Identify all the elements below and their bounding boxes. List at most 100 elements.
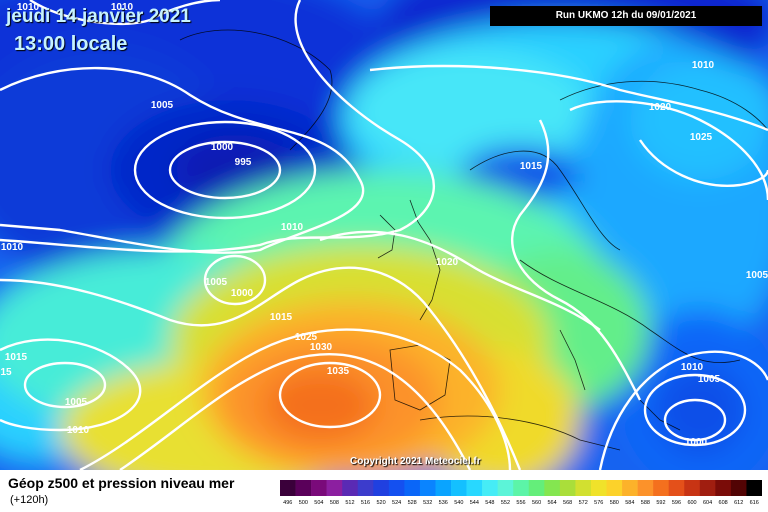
color-scale-tick: 564 [548,500,557,506]
color-scale-tick: 604 [703,500,712,506]
color-scale-tick: 528 [408,500,417,506]
color-swatch [715,480,732,496]
color-swatch [388,480,405,496]
color-swatch [637,480,654,496]
isobar-label: 995 [235,157,252,168]
color-scale-tick: 500 [299,500,308,506]
isobar-label: 1015 [5,352,28,363]
isobar-1030 [119,352,472,470]
color-scale-tick: 568 [563,500,572,506]
isobar-1010-north [29,0,221,26]
isobar-1010 [0,0,436,253]
color-scale-tick: 612 [734,500,743,506]
isobar-label: 1005 [151,100,174,111]
color-scale-tick: 548 [485,500,494,506]
color-swatch [419,480,436,496]
isobar-1020 [319,230,601,331]
color-swatch [295,480,312,496]
isobar-1000 [133,120,317,220]
color-swatch [280,480,296,496]
isobar-label: 1015 [520,161,543,172]
color-scale-tick: 504 [314,500,323,506]
color-swatch [326,480,343,496]
color-scale-tick: 576 [594,500,603,506]
color-scale-tick: 560 [532,500,541,506]
color-scale-tick: 544 [470,500,479,506]
run-info: Run UKMO 12h du 09/01/2021 [490,6,762,26]
isobar-1015 [510,119,642,401]
color-scale-tick: 616 [750,500,759,506]
color-scale-tick: 524 [392,500,401,506]
color-swatch [466,480,483,496]
isobar-label: 15 [0,367,12,378]
color-swatch [373,480,390,496]
isobar-label: 1010 [1,242,24,253]
map-date: jeudi 14 janvier 2021 [6,6,191,27]
color-scale-tick: 516 [361,500,370,506]
color-swatch [482,480,498,496]
isobar-1000-small [203,254,267,306]
isobar-1005-e [643,373,747,447]
legend-subtitle: (+120h) [10,494,49,506]
color-scale-tick: 588 [641,500,650,506]
color-scale-tick: 508 [330,500,339,506]
color-swatch [544,480,561,496]
color-swatch [497,480,514,496]
color-scale-tick: 572 [579,500,588,506]
geopotential-field [0,0,768,470]
isobar-1010-e [598,350,768,470]
color-scale: 496 500 504 508 512 516 520 524 528 532 536 540 544 5… [280,480,762,506]
color-swatch [699,480,716,496]
color-swatch [528,480,545,496]
color-scale-tick: 584 [625,500,634,506]
isobar-label: 1025 [690,132,713,143]
isobar-label: 1020 [436,257,459,268]
isobar-label: 1005 [205,277,228,288]
isobar-label: 1030 [310,342,333,353]
color-swatch [357,480,374,496]
isobar-label: 1010 [17,2,40,13]
color-swatch [653,480,670,496]
color-swatch [513,480,530,496]
isobars [0,0,768,470]
isobar-label: 1010 [692,60,715,71]
color-swatch [684,480,701,496]
isobar-label: 1005 [65,397,88,408]
color-swatch [311,480,327,496]
color-scale-tick: 600 [687,500,696,506]
isobar-label: 1000 [211,142,234,153]
color-scale-tick: 592 [656,500,665,506]
color-scale-tick: 512 [345,500,354,506]
copyright: Copyright 2021 Meteociel.fr [350,456,481,467]
isobar-1020-n [569,100,768,201]
isobar-1035 [278,361,382,429]
color-swatch [668,480,685,496]
color-scale-tick: 520 [376,500,385,506]
color-scale-tick: 596 [672,500,681,506]
isobar-1025-south [79,328,512,470]
color-scale-tick: 496 [283,500,292,506]
legend-title: Géop z500 et pression niveau mer [8,475,235,491]
color-scale-tick: 552 [501,500,510,506]
color-swatch [342,480,359,496]
color-swatch [575,480,592,496]
color-swatch [622,480,638,496]
color-swatch [451,480,467,496]
color-scale-tick: 580 [610,500,619,506]
color-scale-tick: 556 [516,500,525,506]
color-swatch [606,480,623,496]
color-scale-tick: 608 [719,500,728,506]
color-swatch [404,480,421,496]
isobar-label: 1000 [685,437,708,448]
isobar-label: 1010 [67,425,90,436]
color-scale-tick: 536 [439,500,448,506]
isobar-label: 1035 [327,366,350,377]
isobar-label: 1000 [231,288,254,299]
color-swatch [435,480,452,496]
isobar-1025 [639,139,768,187]
isobar-995 [168,140,282,200]
isobar-label: 1010 [111,2,134,13]
isobar-label: 1015 [270,312,293,323]
